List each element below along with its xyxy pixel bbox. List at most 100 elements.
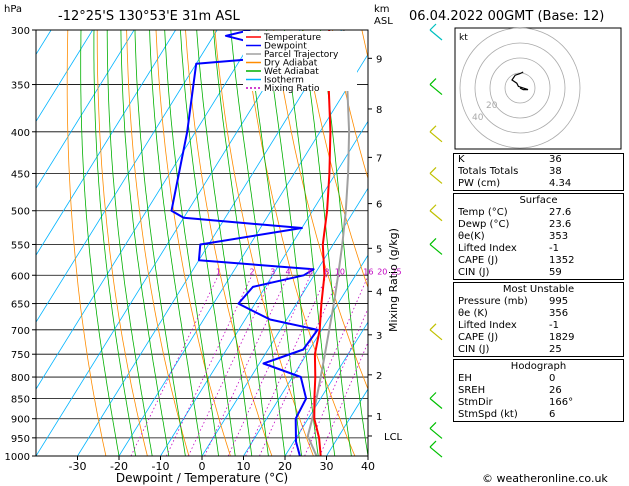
row-value: 6 — [549, 409, 556, 420]
hodograph-ring — [459, 27, 581, 149]
wind-barb-staff — [429, 398, 443, 409]
km-label: km — [374, 4, 390, 15]
hodograph-title: Hodograph — [510, 361, 567, 372]
isotherm-line — [36, 30, 301, 456]
mixing-ratio-label: 16 — [363, 267, 373, 276]
table-row: CAPE (J) 1829 — [454, 332, 623, 344]
row-value: -1 — [549, 243, 559, 254]
dry-adiabat-line — [155, 30, 231, 456]
pressure-tick-label: 900 — [11, 415, 30, 426]
height-tick-label: 1 — [376, 412, 382, 423]
legend-entry: Wet Adiabat — [264, 67, 319, 77]
hodograph-ring — [474, 42, 566, 134]
wet-adiabat-line — [180, 30, 236, 456]
temperature-tick-label: 30 — [320, 460, 334, 473]
wind-barb-staff — [429, 84, 443, 96]
table-row: Temp (°C) 27.6 — [454, 207, 623, 219]
table-row: Pressure (mb) 995 — [454, 296, 623, 308]
hodograph-table: Hodograph EH 0 SREH 26 StmDir 166° StmSpd (kt)… — [453, 359, 624, 422]
wet-adiabat-line — [320, 30, 368, 456]
table-row: Dewp (°C) 23.6 — [454, 219, 623, 231]
table-row: SREH 26 — [454, 385, 623, 397]
mixing-ratio-line — [227, 275, 311, 456]
wet-adiabat-line — [248, 30, 302, 456]
dewpoint-line — [170, 30, 319, 456]
wet-adiabat-line — [120, 30, 170, 456]
row-value: 36 — [549, 154, 562, 165]
wind-barb-flag — [429, 78, 437, 85]
row-label: θe (K) — [458, 308, 488, 319]
temperature-tick-label: 40 — [361, 460, 375, 473]
location-title: -12°25'S 130°53'E 31m ASL — [58, 9, 240, 24]
wind-barb-flag — [429, 238, 437, 245]
mixing-ratio-line — [130, 275, 219, 456]
height-tick-label: 2 — [376, 371, 382, 382]
hodograph-kt-label: kt — [459, 33, 468, 43]
pressure-tick-label: 350 — [11, 81, 30, 92]
row-value: 23.6 — [549, 219, 572, 230]
height-tick-label: 3 — [376, 331, 382, 342]
pressure-tick-label: 400 — [11, 128, 30, 139]
isotherm-line — [243, 254, 368, 456]
dry-adiabat-line — [66, 30, 107, 456]
isotherm-line — [36, 30, 218, 323]
wind-barb-staff — [429, 427, 443, 439]
wind-barb-flag — [429, 323, 437, 331]
wet-adiabat-line — [164, 30, 219, 456]
mixing-ratio-label: 1 — [216, 267, 221, 276]
mixing-ratio-line — [319, 341, 368, 456]
row-value: 26 — [549, 385, 562, 396]
table-row: θe(K) 353 — [454, 231, 623, 243]
row-value: 25 — [549, 344, 562, 355]
wind-barb-flag — [429, 421, 437, 429]
pressure-tick-label: 550 — [11, 240, 30, 251]
legend-entry: Isotherm — [264, 76, 304, 86]
isotherm-line — [160, 120, 368, 456]
wind-barb-staff — [429, 329, 443, 341]
table-row: θe (K) 356 — [454, 308, 623, 320]
row-label: CAPE (J) — [458, 255, 499, 266]
row-value: 59 — [549, 267, 562, 278]
row-label: Temp (°C) — [458, 207, 508, 218]
wet-adiabat-line — [230, 30, 286, 456]
wind-barb-flag — [429, 125, 437, 133]
height-tick-label: 8 — [376, 105, 382, 116]
wind-barb — [429, 78, 443, 96]
row-label: Pressure (mb) — [458, 296, 528, 307]
mixing-ratio-label: 6 — [308, 267, 313, 276]
mixing-ratio-label: 4 — [286, 267, 291, 276]
isotherm-line — [0, 30, 10, 456]
row-value: 27.6 — [549, 207, 572, 218]
pressure-tick-label: 1000 — [5, 452, 30, 463]
row-label: Dewp (°C) — [458, 219, 510, 230]
wind-barb — [429, 440, 443, 458]
mixing-ratio-label: 2 — [249, 267, 254, 276]
row-value: -1 — [549, 320, 559, 331]
wind-barb — [429, 323, 443, 341]
row-value: 166° — [549, 397, 574, 408]
hodograph-ring-label: 20 — [486, 101, 498, 111]
wet-adiabat-line — [284, 30, 336, 456]
pressure-tick-label: 650 — [11, 300, 30, 311]
row-label: StmSpd (kt) — [458, 409, 518, 420]
wind-barb-staff — [429, 446, 443, 458]
wind-barb — [429, 421, 443, 439]
wind-barb — [429, 392, 443, 409]
table-row: StmSpd (kt) 6 — [454, 409, 623, 421]
temperature-tick-label: -10 — [152, 460, 170, 473]
isotherm-line — [36, 30, 259, 390]
mixing-ratio-line — [289, 275, 368, 456]
isotherm-line — [118, 53, 368, 456]
row-label: θe(K) — [458, 231, 485, 242]
row-label: CIN (J) — [458, 344, 490, 355]
asl-label: ASL — [374, 16, 393, 27]
hodograph-frame — [454, 27, 622, 150]
row-label: Lifted Index — [458, 320, 517, 331]
dry-adiabat-line — [214, 30, 314, 456]
wet-adiabat-line — [93, 30, 136, 456]
table-row: PW (cm) 4.34 — [454, 178, 623, 190]
pressure-tick-label: 300 — [11, 26, 30, 37]
mixing-ratio-line — [188, 275, 274, 456]
indices-table: K 36 Totals Totals 38 PW (cm) 4.34 — [453, 153, 624, 191]
